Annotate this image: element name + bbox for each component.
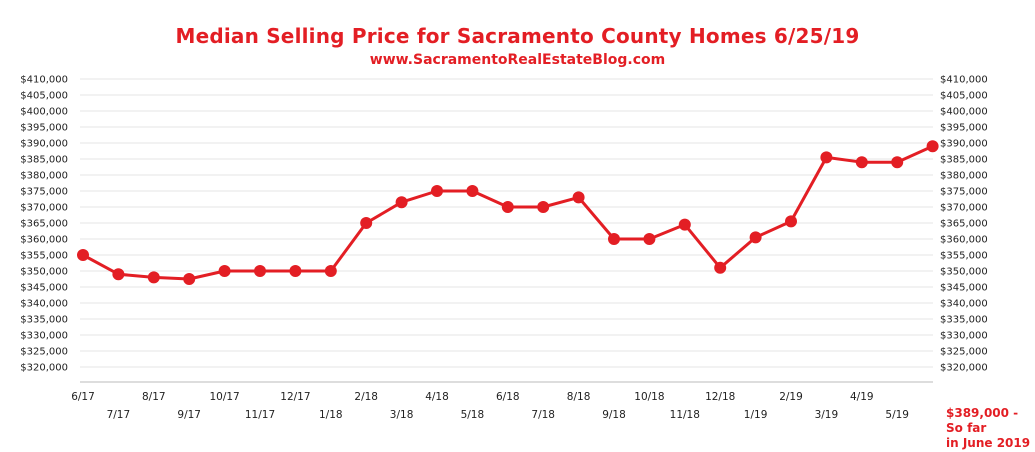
x-tick-label: 11/18 — [670, 409, 700, 421]
x-tick-label: 11/17 — [245, 409, 275, 421]
data-point — [77, 249, 89, 261]
x-tick-label: 8/17 — [142, 391, 166, 403]
x-tick-label: 9/17 — [177, 409, 201, 421]
x-tick-label: 5/18 — [461, 409, 485, 421]
data-point — [360, 217, 373, 229]
x-tick-label: 4/18 — [425, 391, 449, 403]
x-tick-label: 2/18 — [354, 391, 378, 403]
y-tick-label-left: $375,000 — [20, 187, 68, 198]
x-tick-label: 10/18 — [634, 391, 664, 403]
y-tick-label-left: $370,000 — [20, 203, 68, 214]
series-median-price — [77, 140, 939, 285]
y-tick-label-right: $390,000 — [940, 139, 988, 150]
y-tick-label-right: $345,000 — [940, 283, 988, 294]
y-tick-label-right: $320,000 — [940, 363, 988, 374]
y-tick-label-left: $395,000 — [20, 123, 68, 134]
data-point — [254, 265, 266, 277]
x-tick-label: 4/19 — [850, 391, 874, 403]
y-tick-label-right: $360,000 — [940, 235, 988, 246]
y-tick-label-left: $325,000 — [20, 347, 68, 358]
data-point — [183, 273, 196, 285]
x-tick-label: 8/18 — [567, 391, 591, 403]
y-tick-label-left: $390,000 — [20, 139, 68, 150]
data-point — [785, 215, 797, 228]
x-axis: 6/17 7/17 8/17 9/17 10/17 11/17 12/17 1/18 2/18 3… — [71, 391, 909, 421]
data-point — [855, 156, 868, 169]
data-point — [749, 231, 762, 244]
x-tick-label: 7/18 — [531, 409, 555, 421]
chart-title: Median Selling Price for Sacramento Coun… — [175, 24, 860, 48]
x-tick-label: 12/17 — [280, 391, 310, 403]
y-tick-label-left: $365,000 — [20, 219, 68, 230]
y-tick-label-right: $385,000 — [940, 155, 988, 166]
y-axis-left: $320,000 $325,000 $330,000 $335,000 $340,000… — [20, 75, 68, 374]
y-tick-label-right: $405,000 — [940, 91, 988, 102]
y-tick-label-right: $330,000 — [940, 331, 988, 342]
data-point — [714, 261, 727, 274]
data-point — [289, 265, 302, 277]
june-2019-annotation: $389,000 - So far in June 2019 — [946, 406, 1031, 450]
x-tick-label: 2/19 — [779, 391, 803, 403]
y-tick-label-left: $340,000 — [20, 299, 68, 310]
data-point — [431, 185, 443, 197]
y-axis-right: $320,000 $325,000 $330,000 $335,000 $340,000… — [940, 75, 988, 374]
x-tick-label: 1/18 — [319, 409, 343, 421]
x-tick-label: 10/17 — [209, 391, 239, 403]
x-tick-label: 6/17 — [71, 391, 95, 403]
x-tick-label: 3/19 — [815, 409, 839, 421]
y-tick-label-right: $375,000 — [940, 187, 988, 198]
y-tick-label-left: $380,000 — [20, 171, 68, 182]
chart-subtitle: www.SacramentoRealEstateBlog.com — [369, 52, 666, 68]
data-point — [112, 268, 125, 281]
y-tick-label-right: $325,000 — [940, 347, 988, 358]
x-tick-label: 5/19 — [885, 409, 909, 421]
data-point — [926, 140, 939, 153]
y-tick-label-right: $335,000 — [940, 315, 988, 326]
y-tick-label-right: $370,000 — [940, 203, 988, 214]
y-tick-label-right: $380,000 — [940, 171, 988, 182]
y-tick-label-left: $330,000 — [20, 331, 68, 342]
data-point — [147, 271, 160, 284]
x-tick-label: 7/17 — [107, 409, 131, 421]
data-point — [678, 218, 691, 231]
y-tick-label-left: $335,000 — [20, 315, 68, 326]
y-tick-label-left: $400,000 — [20, 107, 68, 118]
y-tick-label-left: $385,000 — [20, 155, 68, 166]
y-tick-label-right: $395,000 — [940, 123, 988, 134]
y-tick-label-right: $365,000 — [940, 219, 988, 230]
x-tick-label: 3/18 — [390, 409, 414, 421]
y-tick-label-right: $400,000 — [940, 107, 988, 118]
data-point — [395, 196, 408, 209]
y-tick-label-left: $405,000 — [20, 91, 68, 102]
data-point — [501, 201, 514, 213]
y-tick-label-left: $345,000 — [20, 283, 68, 294]
y-tick-label-left: $355,000 — [20, 251, 68, 262]
data-point — [324, 265, 337, 277]
x-tick-label: 9/18 — [602, 409, 626, 421]
y-tick-label-right: $340,000 — [940, 299, 988, 310]
gridlines — [80, 78, 933, 368]
y-tick-label-right: $350,000 — [940, 267, 988, 278]
data-point — [820, 151, 833, 164]
data-point — [891, 156, 904, 169]
y-tick-label-left: $360,000 — [20, 235, 68, 246]
data-point — [466, 185, 479, 197]
y-tick-label-left: $320,000 — [20, 363, 68, 374]
x-tick-label: 6/18 — [496, 391, 520, 403]
data-point — [608, 233, 620, 245]
x-tick-label: 12/18 — [705, 391, 735, 403]
y-tick-label-left: $350,000 — [20, 267, 68, 278]
x-tick-label: 1/19 — [744, 409, 768, 421]
data-point — [537, 201, 550, 213]
data-point — [218, 265, 231, 277]
y-tick-label-right: $410,000 — [940, 75, 988, 86]
data-point — [643, 233, 656, 245]
y-tick-label-left: $410,000 — [20, 75, 68, 86]
y-tick-label-right: $355,000 — [940, 251, 988, 262]
data-point — [572, 191, 585, 204]
